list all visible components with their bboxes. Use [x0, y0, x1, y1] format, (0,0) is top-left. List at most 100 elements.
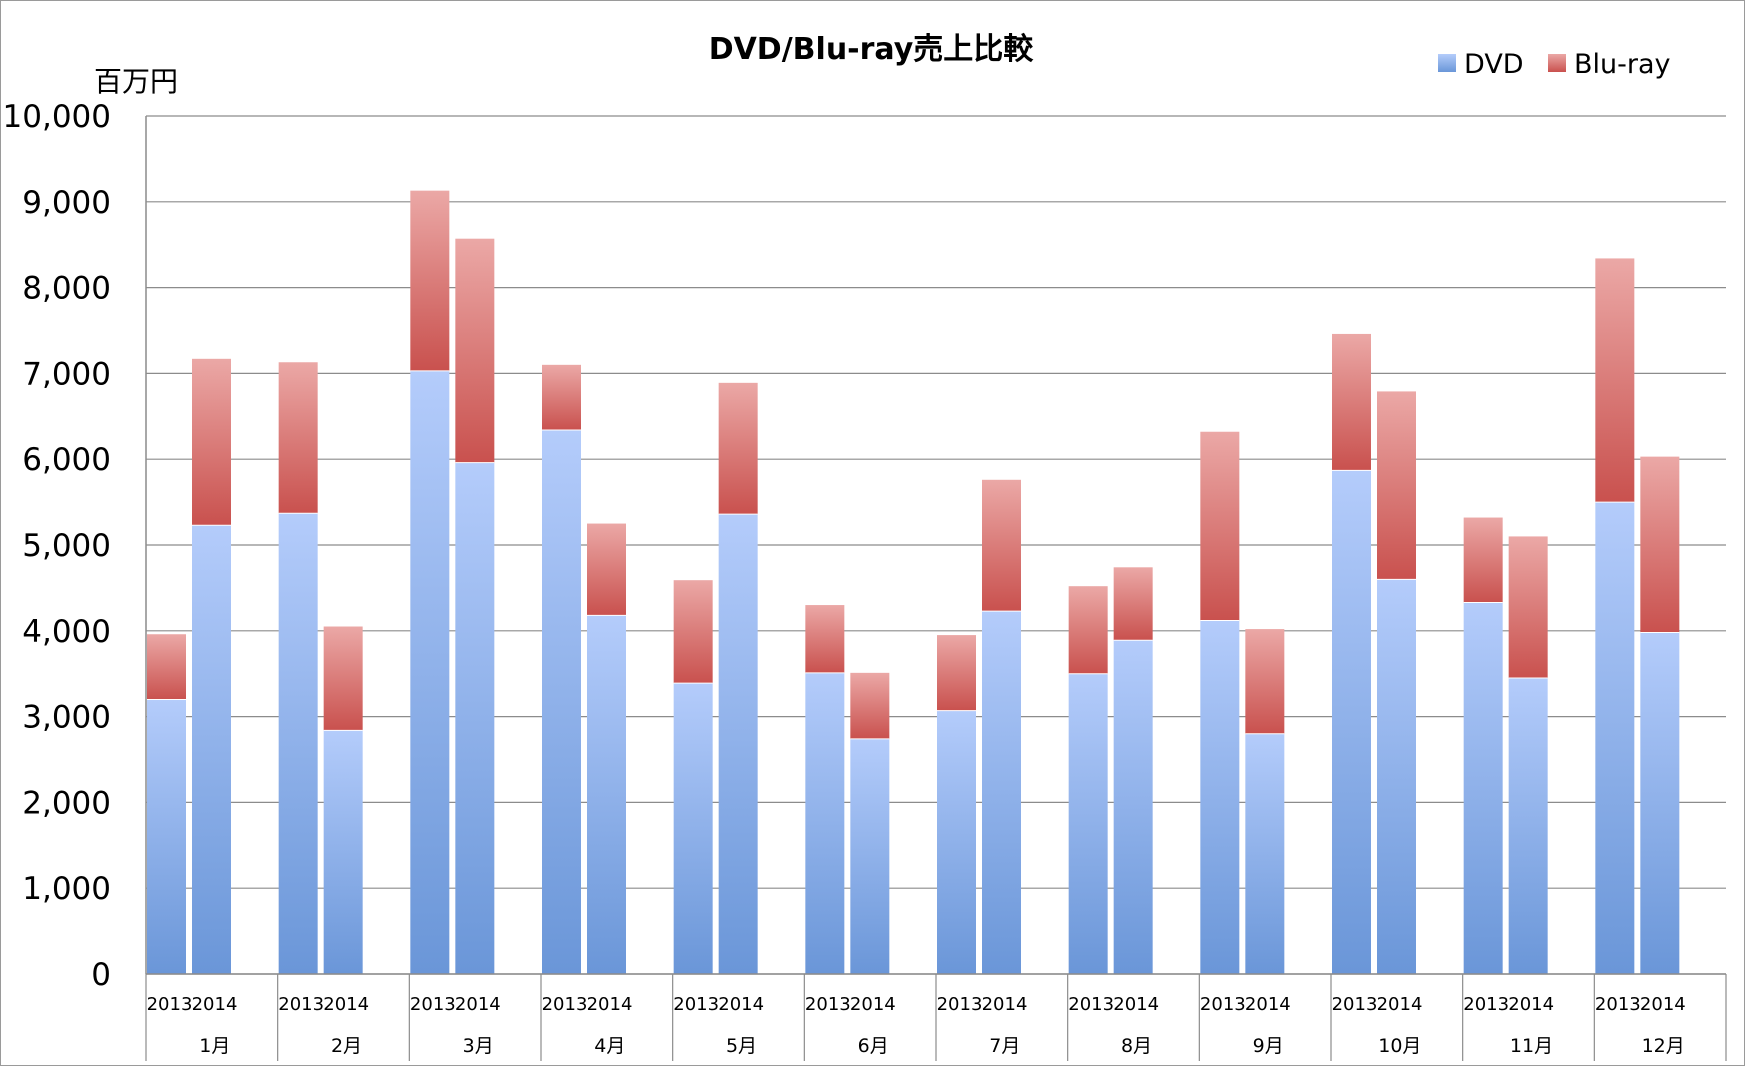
x-month-label: 10月: [1378, 1035, 1421, 1057]
bar-bluray: [1200, 431, 1240, 621]
bar-bluray: [1332, 333, 1371, 471]
legend-label-dvd: DVD: [1464, 49, 1524, 80]
bar-dvd: [587, 615, 626, 974]
bar-dvd: [1332, 470, 1371, 974]
chart-title: DVD/Blu-ray売上比較: [709, 32, 1035, 67]
bar-bluray: [1595, 258, 1635, 503]
bar-dvd: [937, 710, 976, 974]
y-tick-label: 0: [91, 957, 111, 993]
y-tick-label: 5,000: [22, 528, 111, 564]
bar-dvd: [1377, 579, 1416, 974]
bars-layer: [147, 190, 1680, 974]
x-year-label: 2013: [1068, 994, 1114, 1015]
x-month-label: 1月: [199, 1035, 230, 1057]
x-month-label: 4月: [594, 1035, 625, 1057]
y-tick-label: 2,000: [22, 785, 111, 821]
x-month-label: 12月: [1642, 1035, 1685, 1057]
x-year-label: 2014: [1245, 994, 1291, 1015]
x-month-label: 6月: [858, 1035, 889, 1057]
x-month-label: 7月: [989, 1035, 1020, 1057]
x-year-label: 2013: [1200, 994, 1246, 1015]
legend: DVD Blu-ray: [1438, 49, 1671, 80]
legend-label-bluray: Blu-ray: [1574, 49, 1671, 80]
x-month-label: 2月: [331, 1035, 362, 1057]
y-tick-label: 1,000: [22, 871, 111, 907]
x-month-label: 3月: [463, 1035, 494, 1057]
bar-bluray: [805, 605, 845, 673]
grid-layer: [146, 115, 1726, 975]
y-tick-label: 4,000: [22, 614, 111, 650]
bar-dvd: [455, 462, 495, 974]
x-year-label: 2014: [1377, 994, 1423, 1015]
x-year-label: 2014: [587, 994, 633, 1015]
x-year-label: 2013: [410, 994, 456, 1015]
bar-bluray: [937, 635, 976, 711]
bar-dvd: [1113, 640, 1153, 974]
bar-bluray: [278, 362, 318, 514]
x-year-label: 2013: [147, 994, 193, 1015]
x-year-label: 2013: [1463, 994, 1509, 1015]
bar-bluray: [147, 634, 186, 700]
x-year-label: 2013: [278, 994, 324, 1015]
x-month-label: 5月: [726, 1035, 757, 1057]
x-year-label: 2013: [937, 994, 983, 1015]
bar-dvd: [278, 513, 318, 974]
x-month-label: 9月: [1253, 1035, 1284, 1057]
bar-dvd: [1068, 673, 1108, 974]
bar-bluray: [1377, 391, 1416, 580]
x-year-label: 2014: [192, 994, 238, 1015]
bar-bluray: [718, 382, 758, 515]
x-year-label: 2013: [1332, 994, 1378, 1015]
bar-bluray: [587, 523, 626, 616]
y-tick-label: 6,000: [22, 442, 111, 478]
bar-bluray: [673, 580, 713, 684]
y-tick-label: 10,000: [3, 99, 111, 135]
bar-bluray: [1068, 586, 1108, 674]
bar-dvd: [542, 430, 581, 974]
legend-swatch-dvd: [1438, 54, 1456, 72]
bar-dvd: [1463, 602, 1503, 974]
x-month-label: 11月: [1510, 1035, 1553, 1057]
x-year-label: 2014: [982, 994, 1028, 1015]
x-year-label: 2013: [1595, 994, 1641, 1015]
bar-dvd: [410, 370, 450, 974]
bar-dvd: [805, 672, 845, 974]
bar-bluray: [1245, 629, 1285, 734]
legend-swatch-bluray: [1548, 54, 1566, 72]
x-year-label: 2014: [718, 994, 764, 1015]
bar-bluray: [1640, 456, 1680, 633]
x-year-label: 2014: [1640, 994, 1686, 1015]
bar-dvd: [850, 738, 890, 974]
bar-dvd: [982, 611, 1021, 974]
bar-bluray: [542, 364, 581, 431]
x-year-label: 2013: [542, 994, 588, 1015]
bar-dvd: [147, 699, 186, 974]
x-year-label: 2013: [805, 994, 851, 1015]
x-year-label: 2014: [455, 994, 501, 1015]
x-year-label: 2014: [323, 994, 369, 1015]
x-year-label: 2014: [850, 994, 896, 1015]
x-month-label: 8月: [1121, 1035, 1152, 1057]
bar-bluray: [323, 626, 363, 731]
bar-bluray: [410, 190, 450, 371]
bar-dvd: [323, 730, 363, 974]
x-year-label: 2013: [673, 994, 719, 1015]
bar-dvd: [673, 683, 713, 974]
axis-layer: 0 1,000 2,000 3,000 4,000 5,000 6,000 7,000 8,00…: [3, 99, 1727, 1061]
y-tick-label: 3,000: [22, 700, 111, 736]
bar-dvd: [192, 525, 231, 974]
bar-dvd: [718, 514, 758, 974]
bar-bluray: [850, 672, 890, 739]
y-tick-label: 7,000: [22, 356, 111, 392]
bar-bluray: [982, 479, 1021, 612]
bar-dvd: [1200, 620, 1240, 974]
y-tick-label: 8,000: [22, 271, 111, 307]
bar-dvd: [1595, 502, 1635, 974]
y-tick-label: 9,000: [22, 185, 111, 221]
bar-dvd: [1508, 677, 1548, 974]
bar-dvd: [1245, 733, 1285, 974]
bar-bluray: [455, 238, 495, 463]
bar-bluray: [1113, 567, 1153, 641]
